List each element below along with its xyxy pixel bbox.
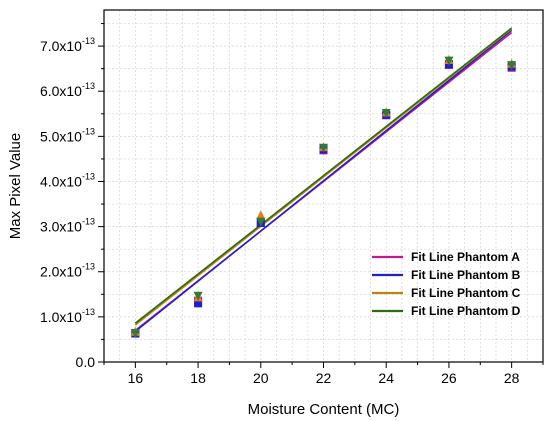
y-axis-title: Max Pixel Value bbox=[7, 133, 24, 239]
data-point bbox=[507, 61, 517, 71]
grid bbox=[104, 10, 543, 362]
x-tick-label: 24 bbox=[378, 370, 394, 386]
y-tick-label: 1.0x10-13 bbox=[40, 307, 95, 325]
x-tick-label: 18 bbox=[190, 370, 206, 386]
legend-label: Fit Line Phantom A bbox=[411, 250, 520, 264]
y-tick-label: 0.0 bbox=[76, 354, 96, 370]
y-tick-label: 3.0x10-13 bbox=[40, 217, 95, 235]
y-tick-label: 5.0x10-13 bbox=[40, 126, 95, 144]
data-point bbox=[130, 329, 140, 339]
y-tick-labels: 0.0 1.0x10-13 2.0x10-13 3.0x10-13 4.0x10-13 5… bbox=[40, 36, 95, 370]
fit-line bbox=[134, 29, 513, 332]
data-point bbox=[194, 299, 203, 308]
legend-label: Fit Line Phantom D bbox=[411, 304, 521, 318]
legend-label: Fit Line Phantom C bbox=[411, 286, 521, 300]
y-tick-label: 6.0x10-13 bbox=[40, 81, 95, 99]
x-tick-label: 16 bbox=[128, 370, 144, 386]
data-point bbox=[193, 291, 203, 301]
x-tick-label: 22 bbox=[316, 370, 332, 386]
data-point bbox=[381, 108, 391, 118]
data-point bbox=[256, 217, 266, 227]
y-tick-label: 4.0x10-13 bbox=[40, 171, 95, 189]
fit-lines bbox=[134, 27, 513, 332]
fit-line bbox=[134, 28, 513, 326]
x-tick-label: 20 bbox=[253, 370, 269, 386]
y-tick-label: 7.0x10-13 bbox=[40, 36, 95, 54]
x-axis-title: Moisture Content (MC) bbox=[248, 401, 400, 418]
data-point bbox=[444, 56, 454, 66]
x-tick-labels: 16 18 20 22 24 26 28 bbox=[128, 370, 520, 386]
axis-ticks bbox=[98, 23, 544, 368]
x-tick-label: 26 bbox=[441, 370, 457, 386]
fit-line bbox=[134, 27, 513, 324]
data-points bbox=[130, 55, 517, 339]
x-tick-label: 28 bbox=[504, 370, 520, 386]
legend: Fit Line Phantom A Fit Line Phantom B Fit … bbox=[372, 250, 521, 318]
legend-label: Fit Line Phantom B bbox=[411, 268, 521, 282]
data-point bbox=[319, 143, 328, 153]
y-tick-label: 2.0x10-13 bbox=[40, 262, 95, 280]
data-point bbox=[256, 210, 266, 220]
